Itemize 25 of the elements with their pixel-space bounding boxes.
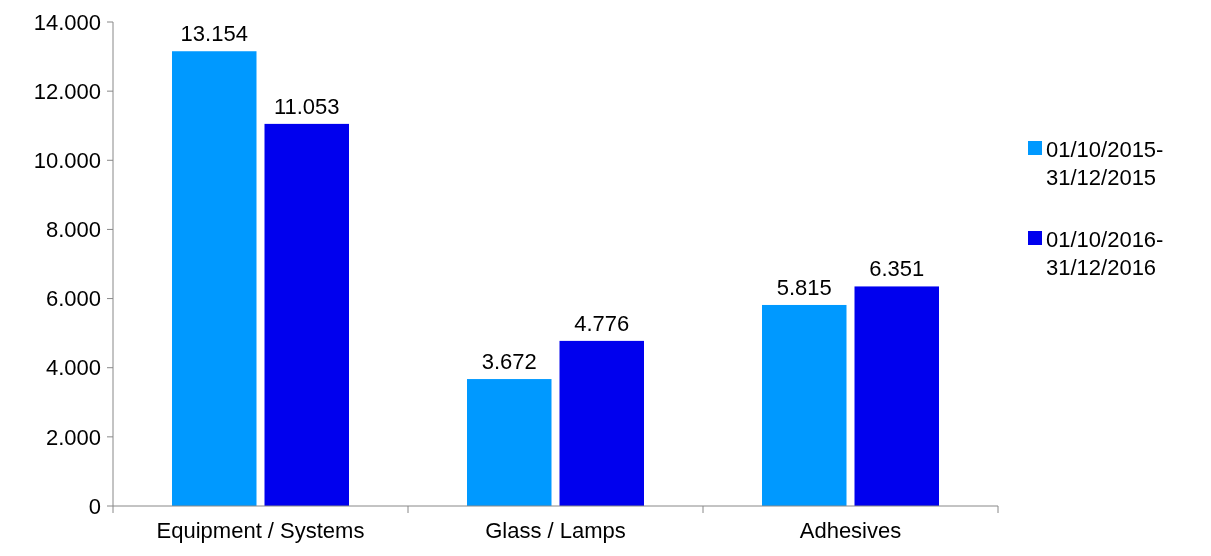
data-label: 11.053 (273, 93, 340, 119)
data-label: 3.672 (481, 349, 537, 375)
y-tick-label: 14.000 (33, 9, 101, 35)
legend-label: 01/10/2015-31/12/2015 (1046, 136, 1164, 191)
y-tick-label: 12.000 (33, 78, 101, 104)
bar (762, 304, 847, 506)
x-tick-label: Glass / Lamps (485, 518, 626, 543)
bar (854, 286, 939, 506)
bar (559, 340, 644, 506)
bar (467, 379, 552, 506)
y-tick-label: 6.000 (45, 286, 101, 312)
data-label: 4.776 (574, 310, 630, 336)
bar (172, 51, 257, 506)
y-tick-label: 8.000 (45, 217, 101, 243)
data-label: 13.154 (180, 21, 248, 47)
y-tick-label: 2.000 (45, 424, 101, 450)
y-tick-label: 0 (88, 493, 101, 519)
legend-label: 01/10/2016-31/12/2016 (1046, 226, 1164, 281)
data-label: 6.351 (869, 256, 925, 282)
x-tick-label: Adhesives (799, 518, 902, 543)
x-tick-label: Equipment / Systems (156, 518, 365, 543)
y-tick-label: 4.000 (45, 355, 101, 381)
y-tick-label: 10.000 (33, 147, 101, 173)
bar (264, 123, 349, 506)
data-label: 5.815 (776, 274, 832, 300)
